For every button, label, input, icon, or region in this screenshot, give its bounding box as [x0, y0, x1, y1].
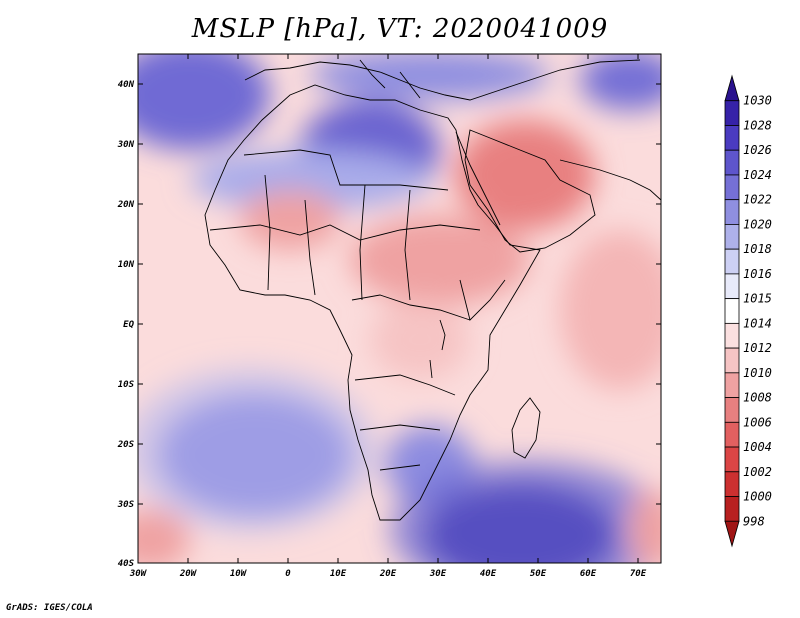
colorbar-swatch	[724, 125, 740, 151]
lon-label: 50E	[530, 569, 547, 579]
colorbar-swatch	[724, 100, 740, 126]
lon-label: 10E	[330, 569, 347, 579]
border-congo	[351, 294, 471, 321]
border-vertical-4	[404, 189, 411, 301]
colorbar-label: 1016	[743, 267, 772, 281]
colorbar-arrow-bottom	[724, 520, 740, 548]
longitude-axis: 30W 20W 10W 0 10E 20E 30E 40E 50E 60E 70E	[129, 54, 647, 579]
lakes	[429, 319, 446, 379]
lat-label: 40N	[118, 80, 135, 90]
colorbar-label: 1004	[743, 440, 772, 454]
colorbar-label: 1028	[743, 118, 772, 132]
high-south-indian-ring	[390, 460, 661, 563]
colorbar-label: 1024	[743, 168, 772, 182]
colorbar-swatch	[724, 496, 740, 522]
low-sw-corner	[138, 510, 190, 563]
colorbar-swatch	[724, 347, 740, 374]
colorbar-arrow-top	[724, 74, 740, 102]
lon-label: 60E	[580, 569, 597, 579]
grads-credit: GrADS: IGES/COLA	[6, 603, 93, 613]
lat-label: 30S	[117, 500, 135, 510]
colorbar-swatch	[724, 174, 740, 201]
border-vertical-1	[264, 174, 271, 291]
map-frame	[137, 53, 662, 564]
colorbar-swatch	[724, 322, 740, 349]
border-vertical-2	[304, 199, 316, 296]
colorbar-label: 1020	[743, 217, 772, 231]
pressure-field	[138, 54, 661, 563]
high-north-atlantic	[138, 54, 270, 150]
lat-label: 10N	[118, 260, 135, 270]
lat-label: 20N	[117, 200, 135, 210]
colorbar-label: 1014	[743, 316, 772, 330]
low-sudan	[350, 215, 530, 305]
colorbar-swatch	[724, 446, 740, 473]
border-sahel	[209, 224, 481, 241]
colorbar-swatch	[724, 471, 740, 497]
low-indian-ocean	[560, 230, 661, 390]
colorbar-swatch	[724, 199, 740, 225]
asia-coast	[559, 159, 661, 201]
colorbar-swatch	[724, 273, 740, 300]
colorbar-swatch	[724, 397, 740, 423]
low-congo	[370, 300, 470, 380]
colorbar-swatch	[724, 149, 740, 176]
italy-greece	[359, 59, 421, 99]
colorbar: 1030 1028 1026 1024 1022 1020 1018 1016 1015 1014…	[724, 74, 772, 548]
lat-label: 30N	[117, 140, 135, 150]
colorbar-label: 1018	[743, 242, 772, 256]
high-sahara-band	[190, 150, 430, 210]
colorbar-swatch	[724, 224, 740, 250]
lon-label: 70E	[630, 569, 647, 579]
map-title: MSLP [hPa], VT: 2020041009	[191, 14, 609, 44]
low-far-east	[630, 490, 661, 563]
coastlines-borders	[204, 59, 661, 521]
border-east	[459, 279, 506, 321]
colorbar-label: 1000	[743, 490, 772, 504]
colorbar-label: 998	[743, 514, 765, 528]
madagascar	[511, 397, 541, 459]
colorbar-label: 1010	[743, 366, 772, 380]
lon-label: 20E	[379, 569, 397, 579]
colorbar-label: 1006	[743, 415, 772, 429]
high-central-asia	[580, 54, 661, 110]
colorbar-label: 1015	[743, 292, 772, 306]
lat-label: EQ	[123, 320, 134, 330]
colorbar-label: 1026	[743, 143, 772, 157]
lat-label: 10S	[118, 380, 135, 390]
europe-coast	[244, 59, 641, 101]
colorbar-label: 1022	[743, 193, 772, 207]
latitude-axis: 40N 30N 20N 10N EQ 10S 20S 30S 40S	[117, 80, 661, 569]
colorbar-label: 1008	[743, 391, 772, 405]
colorbar-label: 1012	[743, 341, 772, 355]
colorbar-swatch	[724, 248, 740, 275]
lon-label: 40E	[480, 569, 497, 579]
africa-coastline	[204, 84, 541, 521]
colorbar-swatch	[724, 421, 740, 448]
lat-label: 20S	[117, 440, 135, 450]
border-south	[354, 374, 456, 471]
red-sea	[455, 131, 501, 226]
high-europe	[310, 54, 550, 100]
lon-label: 30E	[429, 569, 447, 579]
high-south-atlantic-ring	[138, 368, 375, 532]
arabian-peninsula	[464, 129, 596, 253]
lat-label: 40S	[118, 559, 135, 569]
border-vertical-3	[359, 184, 366, 301]
low-sahel	[240, 190, 340, 250]
colorbar-label: 1002	[743, 465, 772, 479]
colorbar-swatch	[724, 298, 740, 324]
lon-label: 30W	[129, 569, 148, 579]
lon-label: 0	[285, 569, 291, 579]
colorbar-label: 1030	[743, 94, 772, 108]
low-arabia	[455, 120, 595, 230]
border-sahara	[243, 149, 449, 191]
colorbar-swatch	[724, 372, 740, 398]
lon-label: 10W	[230, 569, 248, 579]
lon-label: 20W	[179, 569, 198, 579]
